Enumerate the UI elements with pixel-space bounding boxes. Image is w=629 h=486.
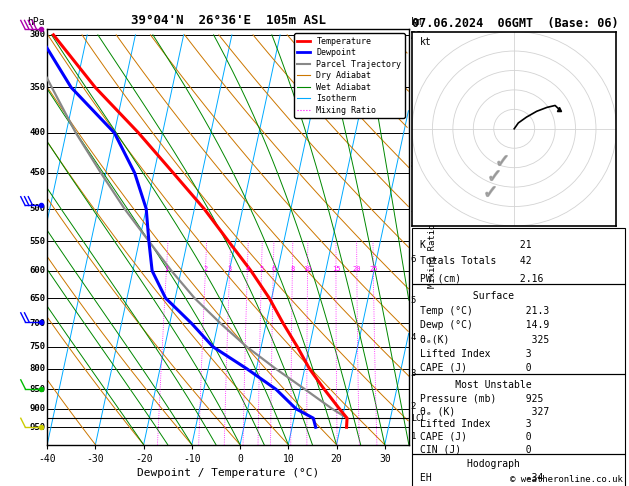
Text: 950: 950 [29,423,45,432]
Text: Temp (°C)         21.3: Temp (°C) 21.3 [421,306,550,316]
Text: 5: 5 [259,266,264,272]
Text: 750: 750 [29,342,45,351]
Text: 350: 350 [29,83,45,92]
Text: PW (cm)          2.16: PW (cm) 2.16 [421,273,544,283]
Text: 7: 7 [411,211,416,220]
Text: 3: 3 [411,369,416,378]
Text: 650: 650 [29,294,45,303]
Text: 450: 450 [29,168,45,177]
Text: θₑ (K)             327: θₑ (K) 327 [421,406,550,417]
Text: 8: 8 [290,266,294,272]
Text: Pressure (mb)     925: Pressure (mb) 925 [421,394,544,403]
Text: EH                -34: EH -34 [421,473,544,483]
Legend: Temperature, Dewpoint, Parcel Trajectory, Dry Adiabat, Wet Adiabat, Isotherm, Mi: Temperature, Dewpoint, Parcel Trajectory… [294,34,404,118]
Text: © weatheronline.co.uk: © weatheronline.co.uk [510,474,623,484]
Title: 39°04'N  26°36'E  105m ASL: 39°04'N 26°36'E 105m ASL [130,14,326,27]
Text: 25: 25 [369,266,377,272]
Text: 700: 700 [29,319,45,328]
Text: km: km [411,17,423,27]
Text: 5: 5 [411,296,416,305]
Text: Hodograph: Hodograph [421,459,520,469]
Text: 850: 850 [29,385,45,394]
Text: 550: 550 [29,237,45,246]
Text: CIN (J)           0: CIN (J) 0 [421,445,532,455]
Text: 800: 800 [29,364,45,373]
Text: kt: kt [420,37,432,48]
Text: 900: 900 [29,404,45,413]
Text: 6: 6 [271,266,276,272]
Text: Totals Totals    42: Totals Totals 42 [421,257,532,266]
Text: 10: 10 [303,266,312,272]
Text: 4: 4 [245,266,250,272]
Text: K                21: K 21 [421,240,532,250]
Text: 4: 4 [411,333,416,342]
Text: 6: 6 [411,255,416,264]
Text: 3: 3 [228,266,231,272]
Text: 20: 20 [352,266,361,272]
Text: 8: 8 [411,161,416,170]
Text: Most Unstable: Most Unstable [421,380,532,390]
Text: 500: 500 [29,204,45,213]
Text: Dewp (°C)         14.9: Dewp (°C) 14.9 [421,320,550,330]
Text: 2: 2 [203,266,208,272]
Text: Surface: Surface [421,291,515,301]
Text: 300: 300 [29,31,45,39]
Text: 2: 2 [411,402,416,412]
Text: Lifted Index      3: Lifted Index 3 [421,349,532,359]
Text: 15: 15 [331,266,340,272]
Text: 1: 1 [164,266,169,272]
Text: 400: 400 [29,128,45,138]
Text: CAPE (J)          0: CAPE (J) 0 [421,432,532,442]
Text: hPa: hPa [27,17,45,27]
Text: 1: 1 [411,432,416,441]
Text: LCL: LCL [411,414,426,423]
Text: Lifted Index      3: Lifted Index 3 [421,419,532,429]
Text: θₑ(K)              325: θₑ(K) 325 [421,335,550,345]
Text: 07.06.2024  06GMT  (Base: 06): 07.06.2024 06GMT (Base: 06) [412,17,618,30]
Text: Mixing Ratio (g/kg): Mixing Ratio (g/kg) [428,186,437,288]
Text: ASL: ASL [411,31,428,41]
X-axis label: Dewpoint / Temperature (°C): Dewpoint / Temperature (°C) [137,468,319,478]
Text: CAPE (J)          0: CAPE (J) 0 [421,363,532,373]
Text: 600: 600 [29,266,45,275]
